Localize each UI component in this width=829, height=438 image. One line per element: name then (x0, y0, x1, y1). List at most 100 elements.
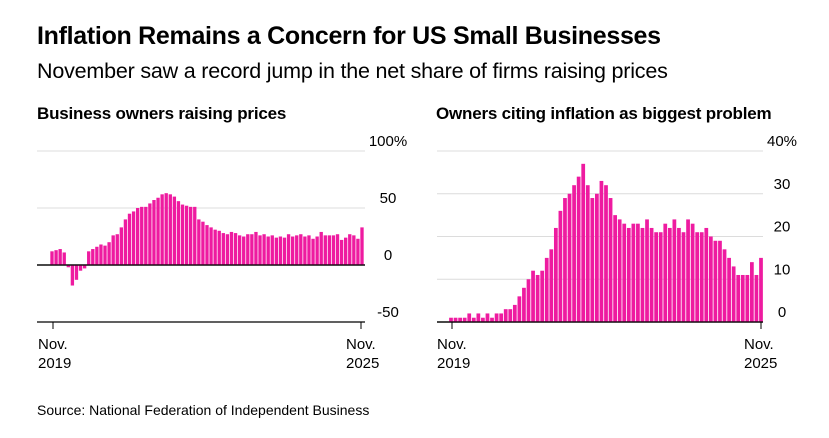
bar (462, 317, 467, 322)
x-tick-label: 2019 (437, 355, 470, 372)
bar (672, 219, 677, 322)
bar (319, 231, 323, 265)
y-tick-label: -50 (377, 304, 399, 321)
bar (481, 317, 485, 322)
bar (339, 239, 344, 265)
bar (467, 313, 472, 322)
bar (91, 249, 95, 265)
y-tick-label: 30 (774, 176, 791, 193)
bar (567, 193, 572, 322)
bar (274, 237, 279, 265)
y-tick-label: 0 (384, 247, 392, 264)
bar (576, 176, 581, 322)
bar (54, 250, 58, 265)
bar (713, 240, 718, 322)
bar (295, 235, 299, 265)
bar (553, 227, 558, 322)
bar (270, 235, 274, 265)
bar (262, 234, 266, 265)
bar (217, 230, 221, 265)
bar (123, 219, 128, 265)
bar (563, 198, 567, 322)
bar (356, 238, 360, 265)
bar (156, 197, 160, 265)
bar (70, 265, 75, 286)
bar (303, 236, 307, 265)
bar (311, 238, 315, 265)
bar (201, 221, 205, 265)
bar (449, 317, 453, 322)
bar (209, 227, 213, 265)
bar (626, 227, 631, 322)
bar (344, 237, 348, 265)
bar (233, 233, 238, 265)
bar (522, 287, 526, 322)
bar (658, 232, 663, 322)
source-note: Source: National Federation of Independe… (37, 402, 370, 418)
bar (581, 163, 586, 322)
bar (335, 234, 340, 265)
bar (103, 245, 107, 265)
chart-title: Inflation Remains a Concern for US Small… (37, 22, 661, 50)
bar (78, 265, 83, 271)
bar (152, 200, 156, 265)
bar (736, 274, 741, 322)
y-tick-label: 0 (778, 304, 786, 321)
bar (485, 313, 490, 322)
bar (622, 223, 627, 322)
bar (58, 249, 62, 265)
bar (193, 206, 197, 265)
bar (677, 227, 681, 322)
right-panel-title: Owners citing inflation as biggest probl… (436, 104, 772, 123)
bar (127, 213, 132, 265)
y-tick-label: 40% (767, 133, 797, 150)
bar (617, 219, 622, 322)
bar (558, 210, 563, 322)
bar (213, 229, 217, 265)
bar (107, 242, 111, 265)
bar (95, 246, 99, 265)
bar (307, 235, 311, 265)
bar (266, 236, 270, 265)
bar (590, 198, 595, 322)
x-tick-label: 2025 (346, 355, 379, 372)
y-tick-label: 50 (380, 190, 397, 207)
bar (526, 279, 531, 322)
bar (595, 193, 599, 322)
bar (278, 236, 283, 265)
bar (453, 317, 458, 322)
left-panel-title: Business owners raising prices (37, 104, 287, 123)
bar (636, 223, 640, 322)
x-tick-label: 2019 (38, 355, 71, 372)
bar (286, 234, 291, 265)
bar (667, 227, 672, 322)
bar (722, 249, 727, 322)
bar (608, 198, 613, 322)
bar (640, 227, 645, 322)
bar (727, 257, 731, 323)
bar (282, 237, 287, 265)
bar (160, 194, 164, 265)
bar (759, 257, 763, 323)
bar (654, 232, 659, 322)
bar (331, 235, 336, 265)
bar (704, 227, 709, 322)
chart-subtitle: November saw a record jump in the net sh… (37, 59, 668, 83)
bar (754, 274, 759, 322)
bar (180, 204, 185, 265)
bar (471, 317, 476, 322)
bar (327, 235, 332, 265)
bar (531, 270, 535, 322)
bar (135, 208, 140, 265)
bar (62, 252, 66, 265)
bar (663, 223, 668, 322)
bar (299, 234, 303, 265)
y-tick-label: 100% (369, 133, 407, 150)
bar (499, 313, 504, 322)
bar (572, 185, 576, 322)
bar (352, 235, 356, 265)
bar (585, 185, 590, 322)
bar (681, 232, 686, 322)
